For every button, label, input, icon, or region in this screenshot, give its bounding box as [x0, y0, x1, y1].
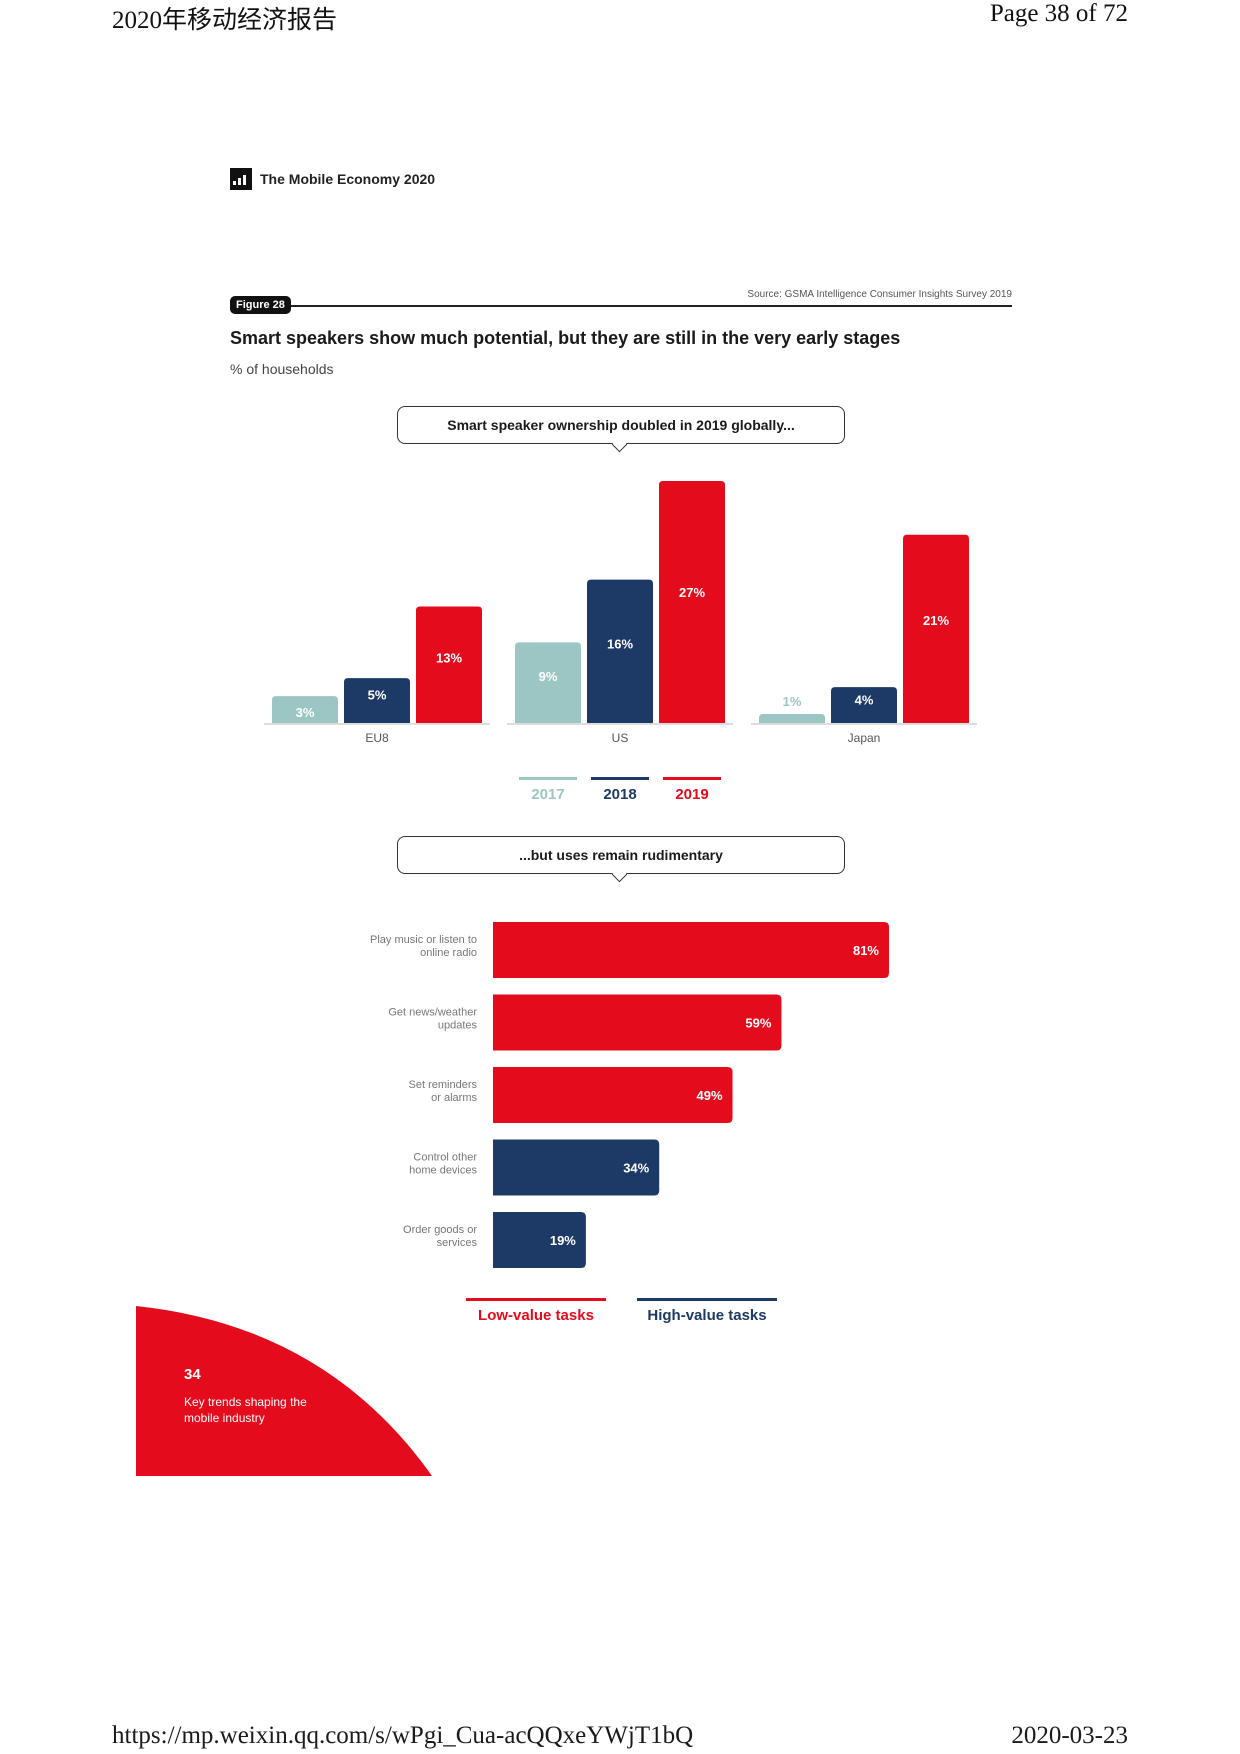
bar-us-2018 — [587, 579, 653, 723]
hbar-category-label: Play music or listen to — [370, 934, 477, 946]
bar-eu8-2019 — [416, 606, 482, 723]
legend-item-2019: 2019 — [663, 777, 721, 803]
footer-url: https://mp.weixin.qq.com/s/wPgi_Cua-acQQ… — [112, 1722, 694, 1749]
hbar-category-label: Order goods or — [403, 1224, 477, 1236]
hbar-value-label: 81% — [853, 943, 879, 958]
hbar-category-label: Control other — [413, 1152, 477, 1164]
corner-page-number: 34 — [184, 1366, 201, 1383]
bar-japan-2019 — [903, 534, 969, 723]
callout-ownership: Smart speaker ownership doubled in 2019 … — [397, 406, 845, 444]
hbar-2 — [493, 1067, 733, 1123]
brand-header: The Mobile Economy 2020 — [230, 168, 435, 190]
hbar-value-label: 19% — [550, 1233, 576, 1248]
bar-us-2017 — [515, 642, 581, 723]
hbar-1 — [493, 994, 782, 1051]
hbar-category-label: services — [437, 1237, 478, 1249]
chart-subtitle: % of households — [230, 361, 334, 377]
hbar-value-label: 49% — [697, 1088, 723, 1103]
document-title: 2020年移动经济报告 — [112, 7, 338, 34]
corner-decoration — [136, 1306, 432, 1476]
bar-eu8-2017 — [272, 696, 338, 723]
corner-section-title: Key trends shaping the mobile industry — [184, 1395, 307, 1425]
figure-source: Source: GSMA Intelligence Consumer Insig… — [747, 289, 1012, 300]
hbar-category-label: updates — [438, 1020, 478, 1032]
callout-uses: ...but uses remain rudimentary — [397, 836, 845, 874]
legend-item-low: Low-value tasks — [466, 1298, 606, 1324]
bar-value-label: 4% — [855, 692, 874, 707]
legend-item-high: High-value tasks — [637, 1298, 777, 1324]
bar-value-label: 21% — [923, 613, 949, 628]
hbar-category-label: Get news/weather — [388, 1007, 477, 1019]
hbar-category-label: home devices — [409, 1165, 477, 1177]
gsma-logo-icon — [230, 168, 252, 190]
hbar-3 — [493, 1139, 660, 1196]
x-tick-label: EU8 — [365, 731, 389, 745]
footer-date: 2020-03-23 — [1011, 1722, 1128, 1749]
figure-badge: Figure 28 — [230, 296, 291, 314]
bar-us-2019 — [659, 481, 725, 723]
hbar-category-label: Set reminders — [409, 1079, 478, 1091]
hbar-value-label: 59% — [745, 1016, 771, 1031]
bar-value-label: 1% — [783, 694, 802, 709]
figure-rule — [290, 305, 1012, 307]
bar-value-label: 13% — [436, 650, 462, 665]
bar-japan-2018 — [831, 687, 897, 723]
hbar-value-label: 34% — [623, 1161, 649, 1176]
legend-item-2018: 2018 — [591, 777, 649, 803]
chart-title: Smart speakers show much potential, but … — [230, 328, 901, 348]
hbar-4 — [493, 1212, 586, 1268]
page-number: Page 38 of 72 — [989, 0, 1128, 27]
hbar-0 — [493, 922, 889, 978]
bar-value-label: 5% — [368, 688, 387, 703]
bar-value-label: 9% — [539, 669, 558, 684]
bar-value-label: 3% — [296, 705, 315, 720]
bar-value-label: 16% — [607, 636, 633, 651]
bar-japan-2017 — [759, 714, 825, 723]
legend-item-2017: 2017 — [519, 777, 577, 803]
x-tick-label: US — [612, 731, 629, 745]
brand-name: The Mobile Economy 2020 — [260, 171, 436, 187]
bar-value-label: 27% — [679, 585, 705, 600]
hbar-category-label: or alarms — [431, 1092, 477, 1104]
bar-eu8-2018 — [344, 678, 410, 723]
x-tick-label: Japan — [848, 731, 881, 745]
hbar-category-label: online radio — [420, 947, 477, 959]
